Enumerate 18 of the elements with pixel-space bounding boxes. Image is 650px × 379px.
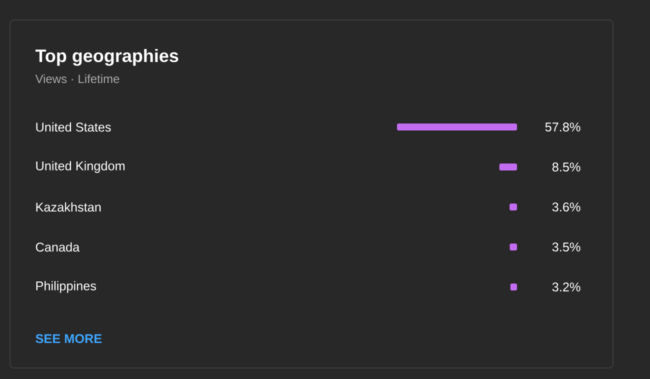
bar — [510, 284, 517, 291]
y-tick-label: United States — [36, 122, 111, 132]
y-tick-label: Kazakhstan — [36, 202, 101, 212]
text: Top geographies — [35, 48, 178, 66]
data-label: 8.5% — [552, 162, 580, 172]
bar — [396, 124, 517, 131]
bar — [499, 164, 517, 171]
data-label: 3.6% — [552, 202, 580, 212]
data-label: 57.8% — [545, 122, 580, 132]
bar — [510, 204, 517, 211]
data-label: 3.2% — [552, 282, 580, 292]
data-label: 3.5% — [552, 242, 580, 252]
text: SEE MORE — [36, 334, 102, 344]
text: Views · Lifetime — [35, 74, 120, 84]
y-tick-label: United Kingdom — [36, 161, 125, 173]
y-tick-label: Canada — [36, 242, 80, 252]
bar — [510, 244, 517, 251]
y-tick-label: Philippines — [36, 281, 96, 293]
